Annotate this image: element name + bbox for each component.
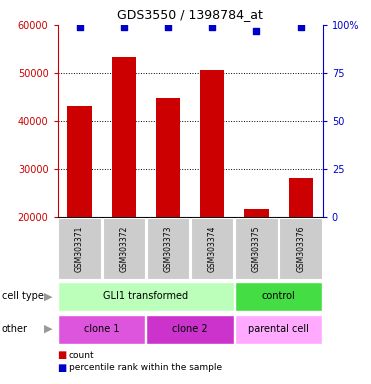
Text: GSM303376: GSM303376 [296,225,305,272]
Text: count: count [69,351,94,360]
Bar [200,70,224,313]
Text: ▶: ▶ [44,324,52,334]
Bar [244,209,269,313]
Title: GDS3550 / 1398784_at: GDS3550 / 1398784_at [117,8,263,21]
Text: clone 1: clone 1 [84,324,119,334]
Text: GLI1 transformed: GLI1 transformed [104,291,188,301]
Text: GSM303374: GSM303374 [208,225,217,272]
Text: percentile rank within the sample: percentile rank within the sample [69,363,222,372]
Text: ■: ■ [58,363,67,373]
Text: GSM303373: GSM303373 [164,225,173,272]
Text: GSM303372: GSM303372 [119,225,128,272]
Bar [147,314,234,344]
Text: clone 2: clone 2 [172,324,208,334]
Text: other: other [2,324,28,334]
Bar [68,106,92,313]
Point [165,24,171,30]
Bar [112,56,136,313]
Bar [58,218,101,279]
Text: ▶: ▶ [44,291,52,301]
Point [77,24,83,30]
Bar [58,314,145,344]
Bar [279,218,322,279]
Bar [191,218,233,279]
Text: GSM303375: GSM303375 [252,225,261,272]
Point [253,28,259,34]
Text: control: control [262,291,295,301]
Bar [58,282,234,311]
Point [209,24,215,30]
Text: cell type: cell type [2,291,44,301]
Text: parental cell: parental cell [248,324,309,334]
Bar [147,218,189,279]
Text: ■: ■ [58,350,67,360]
Point [121,24,127,30]
Bar [103,218,145,279]
Point [298,24,303,30]
Bar [235,218,278,279]
Bar [289,178,313,313]
Bar [156,98,180,313]
Text: GSM303371: GSM303371 [75,225,84,272]
Bar [235,282,322,311]
Bar [235,314,322,344]
